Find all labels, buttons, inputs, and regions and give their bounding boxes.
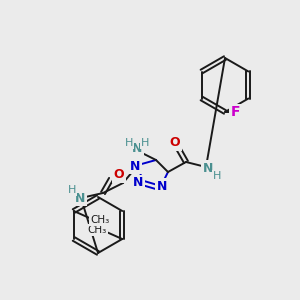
Text: CH₃: CH₃ — [90, 215, 110, 225]
Text: F: F — [230, 105, 240, 119]
Text: O: O — [114, 169, 124, 182]
Text: N: N — [203, 161, 213, 175]
Text: N: N — [133, 176, 143, 190]
Text: N: N — [157, 179, 167, 193]
Text: O: O — [170, 136, 180, 149]
Text: H: H — [125, 138, 133, 148]
Text: H: H — [141, 138, 149, 148]
Text: CH₃: CH₃ — [88, 225, 107, 235]
Text: N: N — [132, 142, 142, 155]
Text: H: H — [68, 185, 76, 195]
Text: H: H — [213, 171, 221, 181]
Text: N: N — [75, 191, 85, 205]
Text: N: N — [130, 160, 140, 172]
